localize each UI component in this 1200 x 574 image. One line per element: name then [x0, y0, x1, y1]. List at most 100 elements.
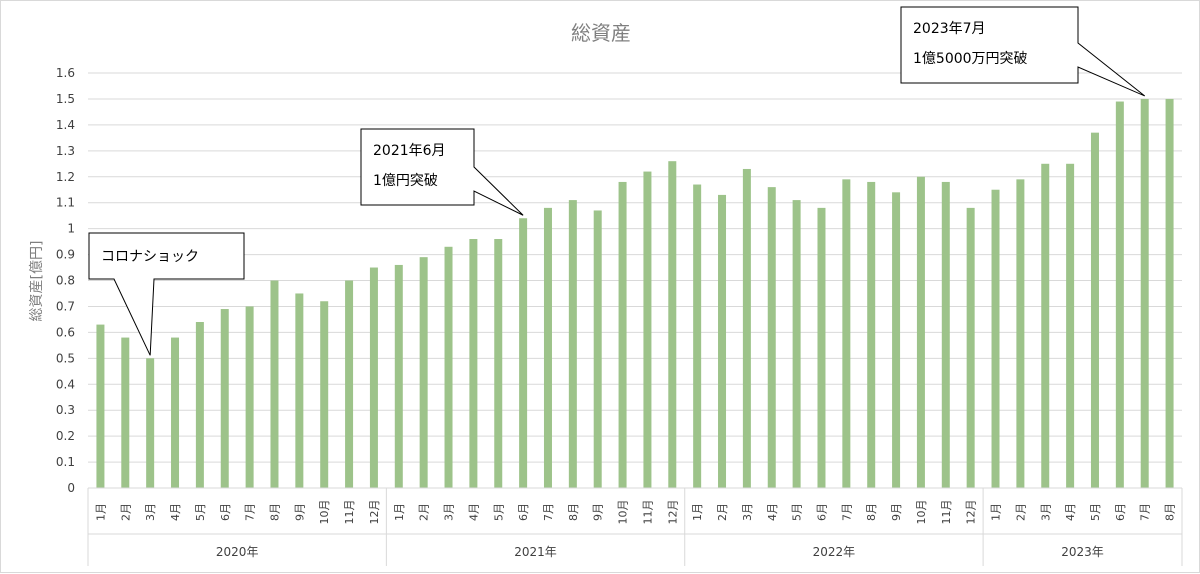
y-tick-label: 0.9	[56, 248, 75, 262]
x-tick-label: 12月	[965, 500, 978, 525]
bar	[1140, 98, 1149, 488]
callout-box	[900, 6, 1146, 97]
x-tick-label: 1月	[691, 503, 704, 521]
y-tick-label: 0	[67, 481, 75, 495]
bar	[270, 280, 279, 488]
bar	[1066, 163, 1075, 488]
callout-text: 1億5000万円突破	[913, 51, 1028, 67]
y-axis-label: 総資産[億円]	[29, 241, 45, 322]
bar	[419, 257, 428, 488]
x-tick-label: 10月	[318, 500, 331, 525]
y-tick-label: 0.6	[56, 325, 75, 339]
x-tick-label: 6月	[219, 503, 232, 521]
bar	[1115, 101, 1124, 488]
bar	[369, 267, 378, 488]
x-tick-label: 5月	[194, 503, 207, 521]
bar	[195, 322, 204, 488]
x-tick-label: 12月	[666, 500, 679, 525]
bar	[568, 200, 577, 488]
x-tick-label: 8月	[1164, 503, 1177, 521]
y-axis-ticks: 0 0.1 0.2 0.3 0.4 0.5 0.6 0.7 0.8 0.9 1 1.1 1.2 1.3 1.…	[56, 66, 75, 495]
bar	[966, 207, 975, 488]
x-tick-label: 8月	[268, 503, 281, 521]
bar	[767, 187, 776, 488]
x-tick-label: 1月	[94, 503, 107, 521]
bar	[245, 306, 254, 488]
x-axis: 1月 2月 3月 4月 5月 6月 7月 8月 9月 10月 11月 12月 1月 2月 3月 4月 5月 6月 7…	[87, 487, 1183, 566]
bar	[394, 264, 403, 488]
x-tick-label: 4月	[766, 503, 779, 521]
bar	[618, 181, 627, 488]
callout: コロナショック	[88, 232, 245, 356]
callout: 2023年7月 1億5000万円突破	[900, 6, 1146, 97]
bar	[693, 184, 702, 488]
x-tick-label: 5月	[492, 503, 505, 521]
x-tick-label: 7月	[244, 503, 257, 521]
bar	[916, 176, 925, 488]
bar	[941, 181, 950, 488]
bar	[543, 207, 552, 488]
x-tick-label: 5月	[791, 503, 804, 521]
annotations: コロナショック 2021年6月 1億円突破 2023年7月 1億5000万円突破	[88, 6, 1146, 356]
x-tick-label: 7月	[1139, 503, 1152, 521]
bar	[643, 171, 652, 488]
y-tick-label: 0.3	[56, 403, 75, 417]
x-tick-label: 11月	[940, 500, 953, 525]
callout-text: 2023年7月	[913, 21, 986, 37]
y-tick-label: 1	[67, 222, 75, 236]
bar	[171, 337, 180, 488]
bar	[519, 218, 528, 488]
gridlines	[88, 72, 1182, 489]
bar	[146, 358, 155, 488]
bar	[220, 309, 229, 488]
x-tick-label: 6月	[517, 503, 530, 521]
y-tick-label: 1.2	[56, 170, 75, 184]
x-group-label: 2023年	[1061, 545, 1104, 559]
x-tick-label: 4月	[169, 503, 182, 521]
x-tick-label: 9月	[293, 503, 306, 521]
x-tick-label: 3月	[443, 503, 456, 521]
bar	[121, 337, 130, 488]
x-tick-label: 2月	[119, 503, 132, 521]
x-tick-label: 4月	[467, 503, 480, 521]
y-tick-label: 0.4	[56, 377, 75, 391]
x-tick-label: 1月	[393, 503, 406, 521]
x-tick-label: 10月	[915, 500, 928, 525]
callout-text: 1億円突破	[373, 173, 438, 189]
x-tick-label: 3月	[1039, 503, 1052, 521]
callout-text: 2021年6月	[373, 143, 446, 159]
y-tick-label: 0.7	[56, 299, 75, 313]
bar	[842, 179, 851, 488]
x-group-label: 2020年	[216, 545, 259, 559]
y-tick-label: 0.1	[56, 455, 75, 469]
x-tick-label: 12月	[368, 500, 381, 525]
bar	[295, 293, 304, 488]
bar	[444, 246, 453, 488]
x-tick-label: 4月	[1064, 503, 1077, 521]
callout: 2021年6月 1億円突破	[360, 128, 524, 216]
y-tick-label: 1.5	[56, 92, 75, 106]
bar	[593, 210, 602, 488]
x-tick-label: 7月	[542, 503, 555, 521]
bar	[1165, 98, 1174, 488]
x-group-label: 2022年	[813, 545, 856, 559]
bar	[1090, 132, 1099, 488]
bar	[320, 301, 329, 488]
y-tick-label: 0.5	[56, 351, 75, 365]
bar	[469, 239, 478, 488]
x-group-label: 2021年	[514, 545, 557, 559]
bar	[96, 324, 105, 488]
x-tick-label: 3月	[741, 503, 754, 521]
x-tick-label: 6月	[1114, 503, 1127, 521]
bar	[1041, 163, 1050, 488]
x-tick-label: 11月	[343, 500, 356, 525]
callout-box	[360, 128, 524, 216]
y-tick-label: 0.8	[56, 274, 75, 288]
x-tick-label: 11月	[641, 500, 654, 525]
bar	[817, 207, 826, 488]
bar	[668, 161, 677, 488]
x-tick-label: 1月	[990, 503, 1003, 521]
bar	[867, 181, 876, 488]
